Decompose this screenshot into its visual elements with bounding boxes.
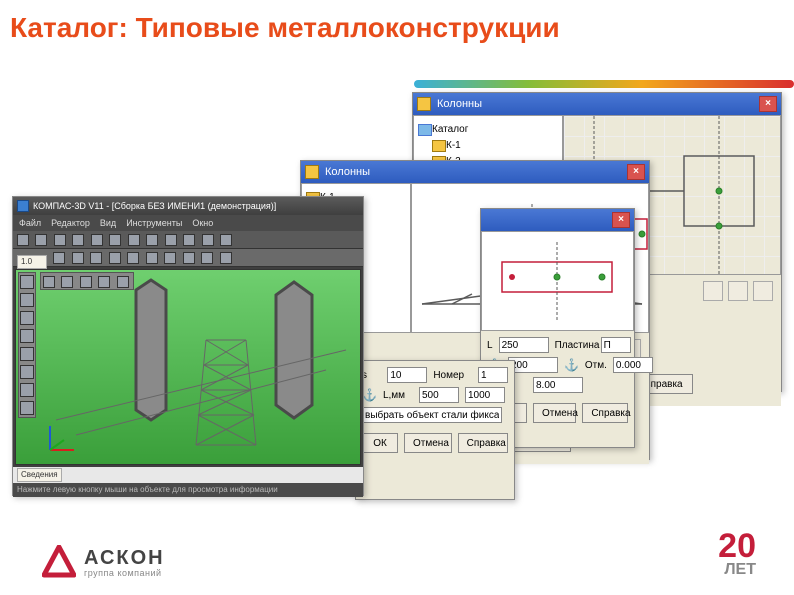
page-title: Каталог: Типовые металлоконструкции xyxy=(10,12,560,44)
close-icon[interactable]: × xyxy=(759,96,777,112)
app-icon xyxy=(17,200,29,212)
cancel-button[interactable]: Отмена xyxy=(533,403,576,423)
cad-bottom-bar: Сведения xyxy=(13,467,363,483)
ok-button[interactable]: ОК xyxy=(362,433,398,453)
scale-chip[interactable]: 1.0 xyxy=(17,255,47,269)
close-icon[interactable]: × xyxy=(612,212,630,228)
tool-icon[interactable] xyxy=(53,252,65,264)
cad-toolbar-2: 1.0 xyxy=(13,249,363,267)
tool-icon[interactable] xyxy=(72,252,84,264)
titlebar: Колонны × xyxy=(413,93,781,115)
tool-icon[interactable] xyxy=(165,234,177,246)
menu-item[interactable]: Файл xyxy=(19,218,41,228)
tool-icon[interactable] xyxy=(220,234,232,246)
cad-title: КОМПАС-3D V11 - [Сборка БЕЗ ИМЕНИ1 (демо… xyxy=(33,201,359,211)
field-t[interactable] xyxy=(533,377,583,393)
tool-icon[interactable] xyxy=(128,234,140,246)
label: Номер xyxy=(433,370,472,381)
tree-node[interactable]: К-1 xyxy=(432,138,558,154)
tool-icon[interactable] xyxy=(109,252,121,264)
decorative-stripe xyxy=(414,80,794,88)
tool-icon[interactable] xyxy=(127,252,139,264)
nav-btn[interactable] xyxy=(703,281,723,301)
window-icon xyxy=(305,165,319,179)
brand-logo: АСКОН группа компаний xyxy=(42,545,165,579)
field-fixation[interactable] xyxy=(362,407,502,423)
menu-item[interactable]: Инструменты xyxy=(126,218,182,228)
tool-icon[interactable] xyxy=(146,252,158,264)
label: L,мм xyxy=(383,390,413,401)
dialog-fragment: s Номер ⚓ L,мм ОК Отмена Справка xyxy=(355,360,515,500)
menu-item[interactable]: Вид xyxy=(100,218,116,228)
brand-subtitle: группа компаний xyxy=(84,568,165,578)
field-mark[interactable] xyxy=(613,357,653,373)
label: Отм. xyxy=(585,360,607,371)
tool-icon[interactable] xyxy=(183,252,195,264)
tool-icon[interactable] xyxy=(35,234,47,246)
anniversary-badge: 20 ЛЕТ xyxy=(718,531,756,579)
field-b[interactable] xyxy=(508,357,558,373)
label: L xyxy=(487,340,493,351)
field-num[interactable] xyxy=(478,367,508,383)
window-title: Колонны xyxy=(321,166,627,178)
label: Пластина xyxy=(555,340,595,351)
tool-icon[interactable] xyxy=(72,234,84,246)
cad-toolbar-1 xyxy=(13,231,363,249)
bottom-tab[interactable]: Сведения xyxy=(17,468,62,482)
field-l[interactable] xyxy=(499,337,549,353)
window-icon xyxy=(417,97,431,111)
field-plate[interactable] xyxy=(601,337,631,353)
tool-icon[interactable] xyxy=(183,234,195,246)
cancel-button[interactable]: Отмена xyxy=(404,433,452,453)
tree-root[interactable]: Каталог xyxy=(418,122,558,138)
window-title: Колонны xyxy=(433,98,759,110)
tool-icon[interactable] xyxy=(17,234,29,246)
nav-btn[interactable] xyxy=(728,281,748,301)
field-s[interactable] xyxy=(387,367,427,383)
anniversary-number: 20 xyxy=(718,531,756,561)
label: s xyxy=(362,370,381,381)
tool-icon[interactable] xyxy=(202,234,214,246)
menu-item[interactable]: Окно xyxy=(192,218,213,228)
close-icon[interactable]: × xyxy=(627,164,645,180)
cad-titlebar: КОМПАС-3D V11 - [Сборка БЕЗ ИМЕНИ1 (демо… xyxy=(13,197,363,215)
brand-name: АСКОН xyxy=(84,547,165,570)
tool-icon[interactable] xyxy=(201,252,213,264)
cad-window: КОМПАС-3D V11 - [Сборка БЕЗ ИМЕНИ1 (демо… xyxy=(12,196,364,496)
anniversary-years: ЛЕТ xyxy=(718,561,756,579)
titlebar: Колонны × xyxy=(301,161,649,183)
nav-btn[interactable] xyxy=(753,281,773,301)
cad-menubar: Файл Редактор Вид Инструменты Окно xyxy=(13,215,363,231)
menu-item[interactable]: Редактор xyxy=(51,218,90,228)
field-l[interactable] xyxy=(419,387,459,403)
drawing-canvas[interactable] xyxy=(481,231,634,331)
anchor-icon: ⚓ xyxy=(362,388,377,402)
plate-drawing xyxy=(482,232,633,330)
anchor-icon: ⚓ xyxy=(564,358,579,372)
tool-icon[interactable] xyxy=(90,252,102,264)
field-n[interactable] xyxy=(465,387,505,403)
tool-icon[interactable] xyxy=(109,234,121,246)
axis-triad-icon xyxy=(44,420,80,456)
tool-icon[interactable] xyxy=(164,252,176,264)
tool-icon[interactable] xyxy=(146,234,158,246)
titlebar: × xyxy=(481,209,634,231)
property-panel: s Номер ⚓ L,мм ОК Отмена Справка xyxy=(356,361,514,499)
logo-mark-icon xyxy=(42,545,76,579)
tool-icon[interactable] xyxy=(54,234,66,246)
cad-viewport[interactable] xyxy=(15,269,361,465)
cad-statusbar: Нажмите левую кнопку мыши на объекте для… xyxy=(13,483,363,497)
tool-icon[interactable] xyxy=(220,252,232,264)
help-button[interactable]: Справка xyxy=(582,403,628,423)
tool-icon[interactable] xyxy=(91,234,103,246)
help-button[interactable]: Справка xyxy=(458,433,508,453)
